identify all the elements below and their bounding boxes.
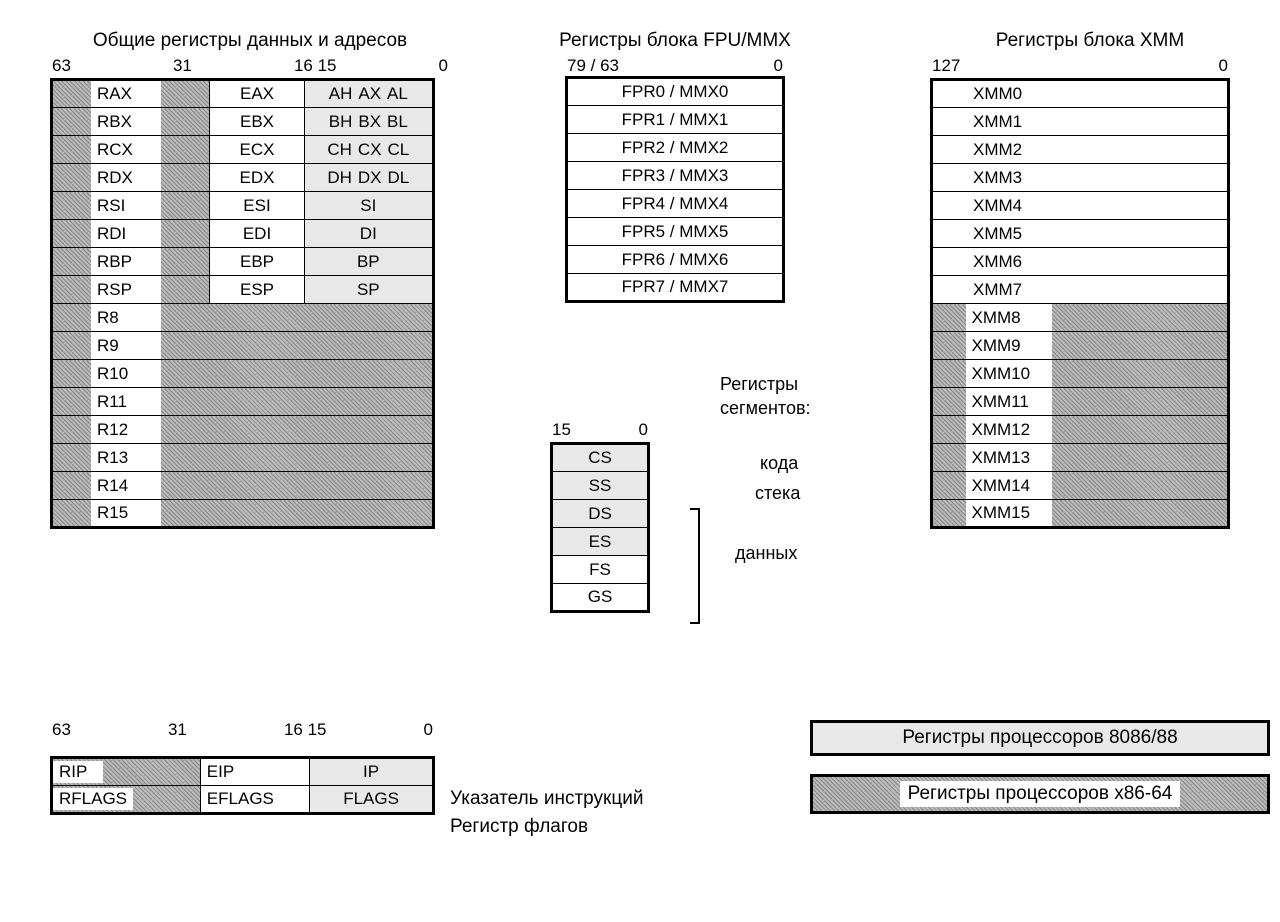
bit-label: 31 xyxy=(168,720,187,740)
ip-label: Указатель инструкций xyxy=(450,785,643,813)
gp-row: RSIESISI xyxy=(52,192,434,220)
seg-row: DS xyxy=(552,500,649,528)
ip-bit-labels: 63 31 16 15 0 xyxy=(50,720,435,740)
gp-row: RAXEAXAH AX AL xyxy=(52,80,434,108)
bit-label: 0 xyxy=(774,56,783,76)
xmm-row: XMM8 xyxy=(932,304,1229,332)
fpu-title: Регистры блока FPU/MMX xyxy=(520,30,830,52)
fpu-row: FPR3 / MMX3 xyxy=(567,162,784,190)
legend-block: Регистры процессоров 8086/88 Регистры пр… xyxy=(810,720,1270,832)
xmm-row: XMM7 xyxy=(932,276,1229,304)
bit-label: 63 xyxy=(52,720,71,740)
ip-table: RIPEIPIPRFLAGSEFLAGSFLAGS xyxy=(50,756,435,815)
gp-row: R13 xyxy=(52,444,434,472)
seg-row: FS xyxy=(552,556,649,584)
xmm-row: XMM9 xyxy=(932,332,1229,360)
xmm-row: XMM2 xyxy=(932,136,1229,164)
gp-table: RAXEAXAH AX ALRBXEBXBH BX BLRCXECXCH CX … xyxy=(50,78,435,529)
xmm-row: XMM3 xyxy=(932,164,1229,192)
gp-title: Общие регистры данных и адресов xyxy=(50,30,450,52)
xmm-row: XMM0 xyxy=(932,80,1229,108)
xmm-row: XMM10 xyxy=(932,360,1229,388)
fpu-row: FPR1 / MMX1 xyxy=(567,106,784,134)
flags-label: Регистр флагов xyxy=(450,813,643,841)
xmm-row: XMM15 xyxy=(932,500,1229,528)
xmm-row: XMM12 xyxy=(932,416,1229,444)
gp-bit-labels: 63 31 16 15 0 xyxy=(50,56,450,76)
fpu-row: FPR2 / MMX2 xyxy=(567,134,784,162)
seg-bit-labels: 15 0 xyxy=(550,420,650,440)
legend-8086: Регистры процессоров 8086/88 xyxy=(810,720,1270,756)
bit-label: 0 xyxy=(639,420,648,440)
gp-row: RBXEBXBH BX BL xyxy=(52,108,434,136)
bit-label: 79 / 63 xyxy=(567,56,619,76)
xmm-row: XMM14 xyxy=(932,472,1229,500)
fpu-table: FPR0 / MMX0FPR1 / MMX1FPR2 / MMX2FPR3 / … xyxy=(565,76,785,303)
gp-row: R14 xyxy=(52,472,434,500)
register-diagram: Общие регистры данных и адресов 63 31 16… xyxy=(20,20,1260,902)
gp-row: RDIEDIDI xyxy=(52,220,434,248)
bit-label: 15 xyxy=(552,420,571,440)
seg-table: CSSSDSESFSGS xyxy=(550,442,650,613)
gp-row: R10 xyxy=(52,360,434,388)
bit-label: 31 xyxy=(173,56,192,76)
xmm-title: Регистры блока XMM xyxy=(930,30,1250,52)
xmm-row: XMM13 xyxy=(932,444,1229,472)
xmm-row: XMM6 xyxy=(932,248,1229,276)
fpu-bit-labels: 79 / 63 0 xyxy=(565,56,785,76)
gp-row: R12 xyxy=(52,416,434,444)
seg-label-code: кода xyxy=(760,448,798,478)
bit-label: 63 xyxy=(52,56,71,76)
seg-row: SS xyxy=(552,472,649,500)
seg-subheading: сегментов: xyxy=(720,398,811,418)
gp-row: RCXECXCH CX CL xyxy=(52,136,434,164)
xmm-row: XMM5 xyxy=(932,220,1229,248)
xmm-row: XMM1 xyxy=(932,108,1229,136)
seg-label-data: данных xyxy=(735,538,797,568)
fpu-row: FPR0 / MMX0 xyxy=(567,78,784,106)
legend-x86-64: Регистры процессоров x86-64 xyxy=(810,774,1270,814)
bit-label: 16 15 xyxy=(284,720,327,740)
bit-label: 0 xyxy=(1219,56,1228,76)
legend-x86-64-text: Регистры процессоров x86-64 xyxy=(900,781,1181,807)
gp-row: R15 xyxy=(52,500,434,528)
fpu-row: FPR5 / MMX5 xyxy=(567,218,784,246)
gp-row: RDXEDXDH DX DL xyxy=(52,164,434,192)
seg-label-stack: стека xyxy=(755,478,800,508)
bit-label: 16 15 xyxy=(294,56,337,76)
ip-side-labels: Указатель инструкций Регистр флагов xyxy=(450,785,643,841)
gp-registers-block: Общие регистры данных и адресов 63 31 16… xyxy=(50,30,450,529)
fpu-registers-block: Регистры блока FPU/MMX 79 / 63 0 FPR0 / … xyxy=(520,30,830,303)
gp-row: RBPEBPBP xyxy=(52,248,434,276)
fpu-row: FPR7 / MMX7 xyxy=(567,274,784,302)
ip-row: RIPEIPIP xyxy=(52,758,434,786)
xmm-row: XMM11 xyxy=(932,388,1229,416)
xmm-table: XMM0XMM1XMM2XMM3XMM4XMM5XMM6XMM7XMM8XMM9… xyxy=(930,78,1230,529)
ip-flags-block: 63 31 16 15 0 RIPEIPIPRFLAGSEFLAGSFLAGS xyxy=(50,720,450,815)
seg-row: ES xyxy=(552,528,649,556)
gp-row: R11 xyxy=(52,388,434,416)
gp-row: R8 xyxy=(52,304,434,332)
seg-row: GS xyxy=(552,584,649,612)
seg-row: CS xyxy=(552,444,649,472)
segment-registers-block: 15 0 CSSSDSESFSGS Регистры сегментов: ко… xyxy=(550,420,910,613)
ip-row: RFLAGSEFLAGSFLAGS xyxy=(52,786,434,814)
gp-row: R9 xyxy=(52,332,434,360)
fpu-row: FPR6 / MMX6 xyxy=(567,246,784,274)
seg-heading: Регистры xyxy=(720,374,798,394)
xmm-row: XMM4 xyxy=(932,192,1229,220)
bit-label: 0 xyxy=(424,720,433,740)
bit-label: 127 xyxy=(932,56,960,76)
gp-row: RSPESPSP xyxy=(52,276,434,304)
bracket-icon xyxy=(690,508,700,624)
fpu-row: FPR4 / MMX4 xyxy=(567,190,784,218)
xmm-bit-labels: 127 0 xyxy=(930,56,1230,76)
xmm-registers-block: Регистры блока XMM 127 0 XMM0XMM1XMM2XMM… xyxy=(930,30,1250,529)
bit-label: 0 xyxy=(439,56,448,76)
